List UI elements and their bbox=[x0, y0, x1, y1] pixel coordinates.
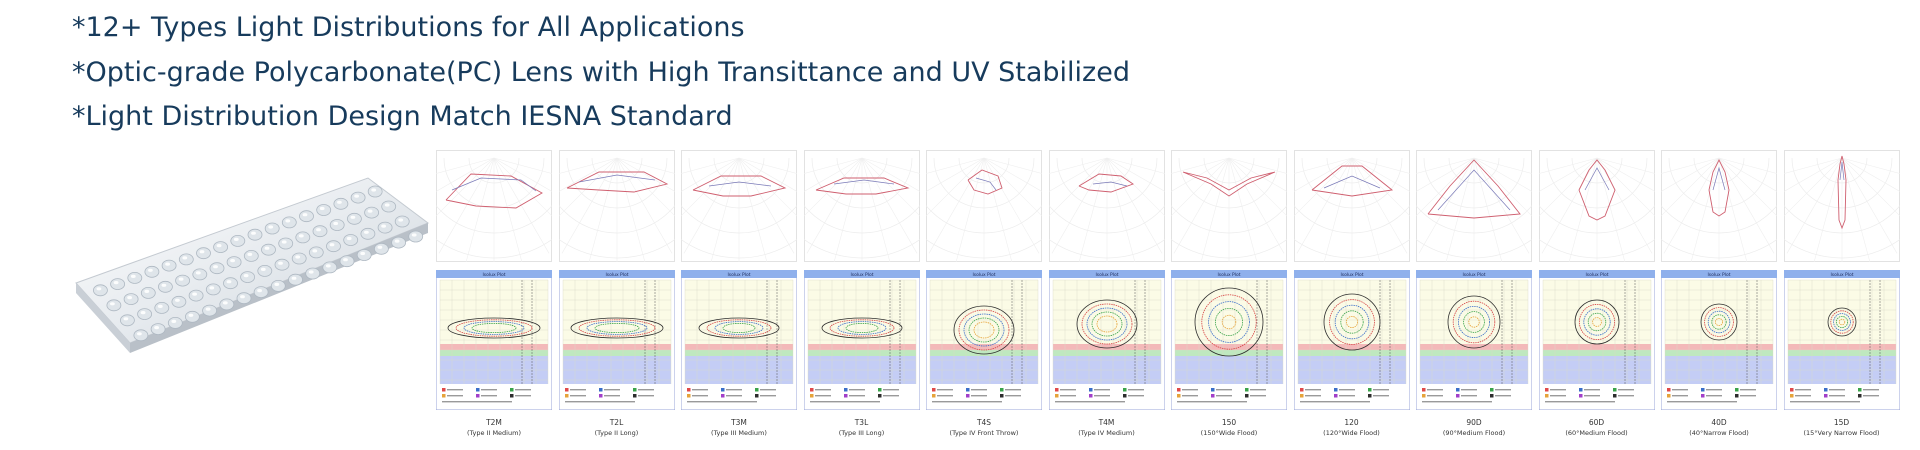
distribution-code: 90D bbox=[1466, 418, 1482, 427]
distribution-code: T4M bbox=[1098, 418, 1115, 427]
distribution-60d: Isolux Plot 60D (60°Medium Flood) bbox=[1538, 150, 1655, 450]
lens-image bbox=[75, 177, 430, 353]
isolux-plot: Isolux Plot bbox=[926, 270, 1042, 410]
polar-plot bbox=[1661, 150, 1777, 262]
isolux-title: Isolux Plot bbox=[1585, 272, 1608, 278]
isolux-title: Isolux Plot bbox=[1340, 272, 1363, 278]
distribution-description: (Type III Long) bbox=[838, 429, 885, 437]
isolux-title: Isolux Plot bbox=[1217, 272, 1240, 278]
distribution-t4m: Isolux Plot T4M (Type IV Medium) bbox=[1048, 150, 1165, 450]
distribution-code: T3L bbox=[854, 418, 869, 427]
distribution-description: (Type III Medium) bbox=[711, 429, 767, 437]
distribution-description: (15°Very Narrow Flood) bbox=[1803, 429, 1880, 437]
distribution-120: Isolux Plot 120 (120°Wide Flood) bbox=[1293, 150, 1410, 450]
distribution-t2m: Isolux Plot T2M (Type II Medium) bbox=[436, 150, 552, 450]
distribution-code: 60D bbox=[1588, 418, 1605, 427]
isolux-title: Isolux Plot bbox=[1095, 272, 1118, 278]
headline-1: *12+ Types Light Distributions for All A… bbox=[72, 12, 745, 43]
distribution-code: T3M bbox=[731, 418, 747, 427]
isolux-title: Isolux Plot bbox=[1462, 272, 1485, 278]
distribution-description: (120°Wide Flood) bbox=[1323, 429, 1380, 437]
headline-2: *Optic-grade Polycarbonate(PC) Lens with… bbox=[72, 57, 1130, 88]
distribution-code: 15D bbox=[1833, 418, 1850, 427]
distribution-description: (Type IV Medium) bbox=[1078, 429, 1135, 437]
distribution-description: (90°Medium Flood) bbox=[1442, 429, 1506, 437]
isolux-plot: Isolux Plot bbox=[1416, 270, 1532, 410]
isolux-title: Isolux Plot bbox=[727, 272, 750, 278]
distribution-t4s: Isolux Plot T4S (Type IV Front Throw) bbox=[926, 150, 1042, 450]
distribution-code: 150 bbox=[1221, 418, 1237, 427]
distribution-15d: Isolux Plot 15D (15°Very Narrow Flood) bbox=[1783, 150, 1900, 450]
isolux-title: Isolux Plot bbox=[605, 272, 628, 278]
isolux-plot: Isolux Plot bbox=[1171, 270, 1287, 410]
isolux-title: Isolux Plot bbox=[1830, 272, 1853, 278]
polar-plot bbox=[1538, 150, 1655, 262]
distribution-150: Isolux Plot 150 (150°Wide Flood) bbox=[1171, 150, 1287, 450]
polar-plot bbox=[803, 150, 920, 262]
isolux-plot: Isolux Plot bbox=[803, 270, 920, 410]
distribution-40d: Isolux Plot 40D (40°Narrow Flood) bbox=[1661, 150, 1777, 450]
isolux-plot: Isolux Plot bbox=[1783, 270, 1900, 410]
distribution-description: (Type II Long) bbox=[594, 429, 639, 437]
polar-plot bbox=[1783, 150, 1900, 262]
polar-plot bbox=[1048, 150, 1165, 262]
isolux-plot: Isolux Plot bbox=[1661, 270, 1777, 410]
distribution-description: (Type IV Front Throw) bbox=[949, 429, 1019, 437]
headline-3: *Light Distribution Design Match IESNA S… bbox=[72, 101, 733, 132]
distribution-t2l: Isolux Plot T2L (Type II Long) bbox=[558, 150, 675, 450]
distribution-90d: Isolux Plot 90D (90°Medium Flood) bbox=[1416, 150, 1532, 450]
polar-plot bbox=[681, 150, 797, 262]
polar-plot bbox=[1171, 150, 1287, 262]
isolux-title: Isolux Plot bbox=[1707, 272, 1730, 278]
isolux-plot: Isolux Plot bbox=[1538, 270, 1655, 410]
distribution-description: (Type II Medium) bbox=[467, 429, 521, 437]
distribution-description: (150°Wide Flood) bbox=[1200, 429, 1258, 437]
distribution-code: T2L bbox=[609, 418, 624, 427]
distribution-t3m: Isolux Plot T3M (Type III Medium) bbox=[681, 150, 797, 450]
distribution-description: (40°Narrow Flood) bbox=[1689, 429, 1749, 437]
distribution-description: (60°Medium Flood) bbox=[1565, 429, 1628, 437]
isolux-title: Isolux Plot bbox=[972, 272, 995, 278]
isolux-plot: Isolux Plot bbox=[1293, 270, 1410, 410]
isolux-plot: Isolux Plot bbox=[681, 270, 797, 410]
distribution-panels: Isolux Plot T2M (Type II Medium) Isolux Plo… bbox=[436, 150, 1906, 450]
polar-plot bbox=[1293, 150, 1410, 262]
polar-plot bbox=[436, 150, 552, 262]
isolux-plot: Isolux Plot bbox=[436, 270, 552, 410]
distribution-code: T4S bbox=[976, 418, 992, 427]
isolux-plot: Isolux Plot bbox=[1048, 270, 1165, 410]
isolux-plot: Isolux Plot bbox=[558, 270, 675, 410]
isolux-title: Isolux Plot bbox=[482, 272, 505, 278]
distribution-code: T2M bbox=[486, 418, 502, 427]
distribution-code: 40D bbox=[1711, 418, 1727, 427]
distribution-code: 120 bbox=[1344, 418, 1359, 427]
distribution-t3l: Isolux Plot T3L (Type III Long) bbox=[803, 150, 920, 450]
isolux-title: Isolux Plot bbox=[850, 272, 873, 278]
polar-plot bbox=[558, 150, 675, 262]
polar-plot bbox=[1416, 150, 1532, 262]
polar-plot bbox=[926, 150, 1042, 262]
